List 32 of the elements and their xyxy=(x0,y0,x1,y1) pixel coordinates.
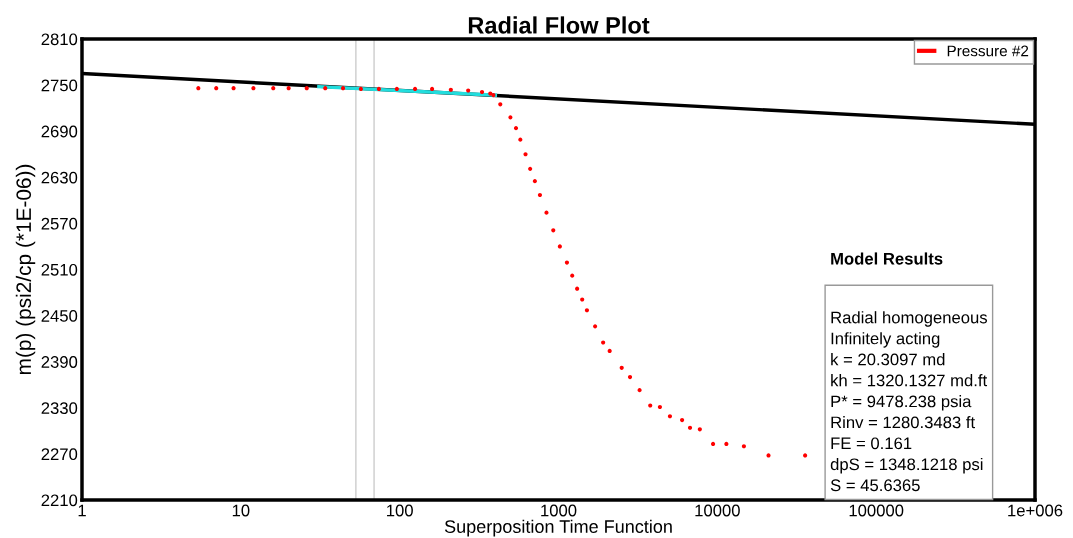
y-tick-label: 2210 xyxy=(41,494,78,507)
x-tick-label: 10000 xyxy=(695,504,740,517)
x-tick-label: 1e+006 xyxy=(1008,504,1063,517)
annotation: Radial homogeneous xyxy=(831,311,988,327)
chart-title: Radial Flow Plot xyxy=(468,16,650,34)
y-tick-label: 2510 xyxy=(41,263,78,276)
annotation: k = 20.3097 md xyxy=(831,353,945,366)
annotation: Infinitely acting xyxy=(831,332,940,348)
y-tick-label: 2450 xyxy=(41,310,78,322)
annotation: FE = 0.161 xyxy=(831,437,912,450)
y-tick-label: 2390 xyxy=(41,356,78,368)
legend-label: Pressure #2 xyxy=(947,45,1029,57)
y-tick-label: 2810 xyxy=(41,33,78,46)
annotation: Model Results xyxy=(831,252,943,265)
annotation: dpS = 1348.1218 psi xyxy=(830,457,983,474)
x-tick-label: 100000 xyxy=(849,504,904,517)
x-tick-label: 1000 xyxy=(541,504,577,517)
annotation: S = 45.6365 xyxy=(830,479,920,492)
y-tick-label: 2690 xyxy=(41,125,78,138)
y-axis-title: m(p) (psi2/cp (*1E-06)) xyxy=(15,164,36,375)
y-tick-label: 2270 xyxy=(41,448,78,461)
y-tick-label: 2330 xyxy=(41,402,78,414)
annotation: P* = 9478.238 psia xyxy=(831,395,972,411)
annotation: Rinv = 1280.3483 ft xyxy=(831,416,975,429)
x-axis-title: Superposition Time Function xyxy=(444,519,672,537)
y-tick-label: 2630 xyxy=(41,171,78,184)
y-tick-label: 2750 xyxy=(41,79,78,92)
x-tick-label: 10 xyxy=(232,504,250,517)
y-tick-label: 2570 xyxy=(41,217,78,230)
x-tick-label: 1 xyxy=(78,504,86,517)
annotation: kh = 1320.1327 md.ft xyxy=(831,374,988,387)
x-tick-label: 100 xyxy=(387,504,413,517)
